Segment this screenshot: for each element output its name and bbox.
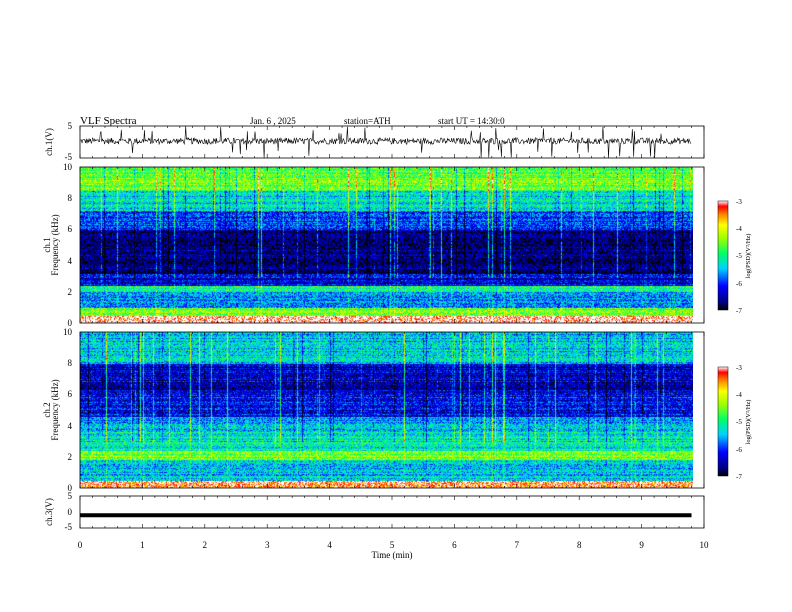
time-tick-8: 8 xyxy=(577,540,582,550)
ch2-freq-tick-4: 4 xyxy=(68,421,73,431)
ch1-colorbar-tick-minus6: -6 xyxy=(736,280,742,288)
ch2-spectrogram-ylabel-frequency: Frequency (kHz) xyxy=(50,379,60,440)
ch1-waveform-line xyxy=(79,126,692,159)
time-axis-labels: 0 1 2 3 4 5 6 7 8 9 10 Time (min) xyxy=(78,540,709,560)
ch3-ytick-top: 5 xyxy=(68,491,73,501)
time-tick-1: 1 xyxy=(140,540,145,550)
ch2-freq-tick-10: 10 xyxy=(63,327,73,337)
ch1-colorbar-tick-minus4: -4 xyxy=(736,225,742,233)
ch1-waveform-ylabel: ch.1(V) xyxy=(44,128,54,156)
ch1-freq-tick-0: 0 xyxy=(68,318,73,328)
ch2-colorbar-tick-minus3: -3 xyxy=(736,364,742,372)
ch2-freq-tick-2: 2 xyxy=(68,452,73,462)
ch3-waveform-ylabel: ch.3(V) xyxy=(44,498,54,526)
ch1-freq-tick-8: 8 xyxy=(68,193,73,203)
time-tick-marks xyxy=(79,126,705,528)
ch1-freq-tick-2: 2 xyxy=(68,287,73,297)
time-tick-9: 9 xyxy=(639,540,644,550)
ch1-colorbar xyxy=(717,200,729,311)
time-tick-0: 0 xyxy=(78,540,83,550)
time-tick-2: 2 xyxy=(203,540,208,550)
ch1-ytick-bottom: -5 xyxy=(65,152,73,162)
ch2-colorbar-tick-minus4: -4 xyxy=(736,391,742,399)
time-tick-6: 6 xyxy=(452,540,457,550)
ch2-spectrogram-image-holder xyxy=(80,332,693,488)
ch2-spectrogram-heatmap xyxy=(80,332,693,488)
ch2-freq-tick-8: 8 xyxy=(68,358,73,368)
ch1-waveform-frame xyxy=(79,125,705,159)
ch2-colorbar xyxy=(717,366,729,477)
ch1-spectrogram-panel: 10 8 6 4 2 0 ch.1 Frequency (kHz) -3 -4 … xyxy=(42,162,752,328)
ch1-ytick-top: 5 xyxy=(68,121,73,131)
figure-title: VLF Spectra xyxy=(80,115,137,127)
ch1-spectrogram-ylabel-frequency: Frequency (kHz) xyxy=(50,214,60,275)
ch1-colorbar-tick-minus3: -3 xyxy=(736,198,742,206)
ch1-colorbar-label: log(PSD)(V²/Hz) xyxy=(745,234,752,279)
ch2-colorbar-label: log(PSD)(V²/Hz) xyxy=(745,400,752,445)
ch2-spectrogram-panel: 10 8 6 4 2 0 ch.2 Frequency (kHz) -3 -4 … xyxy=(42,327,752,493)
ch1-spectrogram-ylabel-channel: ch.1 xyxy=(42,237,52,252)
time-tick-5: 5 xyxy=(390,540,395,550)
station-label: station=ATH xyxy=(344,116,391,126)
time-tick-4: 4 xyxy=(327,540,332,550)
ch3-ytick-bottom: -5 xyxy=(65,522,73,532)
ch1-spectrogram-heatmap xyxy=(80,167,693,323)
ch3-ytick-middle: 0 xyxy=(68,507,73,517)
ch1-freq-tick-6: 6 xyxy=(68,224,73,234)
time-tick-10: 10 xyxy=(700,540,710,550)
time-axis-label: Time (min) xyxy=(372,550,413,560)
ch2-colorbar-tick-minus7: -7 xyxy=(736,473,742,481)
start-time-label: start UT = 14:30:0 xyxy=(438,116,505,126)
ch1-freq-ticks: 10 8 6 4 2 0 xyxy=(63,162,73,328)
ch3-waveform-frame xyxy=(79,495,705,529)
time-tick-3: 3 xyxy=(265,540,270,550)
ch2-spectrogram-ylabel-channel: ch.2 xyxy=(42,402,52,417)
ch2-colorbar-tick-minus5: -5 xyxy=(736,418,742,426)
ch1-freq-tick-4: 4 xyxy=(68,256,73,266)
ch3-waveform-panel: 5 0 -5 ch.3(V) xyxy=(44,491,705,532)
ch2-colorbar-tick-minus6: -6 xyxy=(736,446,742,454)
ch1-colorbar-tick-minus7: -7 xyxy=(736,307,742,315)
ch2-freq-tick-6: 6 xyxy=(68,389,73,399)
ch1-colorbar-tick-minus5: -5 xyxy=(736,252,742,260)
ch2-freq-tick-0: 0 xyxy=(68,483,73,493)
ch1-waveform-panel: 5 -5 ch.1(V) xyxy=(44,121,705,162)
ch1-freq-tick-10: 10 xyxy=(63,162,73,172)
ch1-spectrogram-image-holder xyxy=(80,167,693,323)
time-tick-7: 7 xyxy=(515,540,520,550)
date-label: Jan. 6 , 2025 xyxy=(250,116,296,126)
ch2-freq-ticks: 10 8 6 4 2 0 xyxy=(63,327,73,493)
